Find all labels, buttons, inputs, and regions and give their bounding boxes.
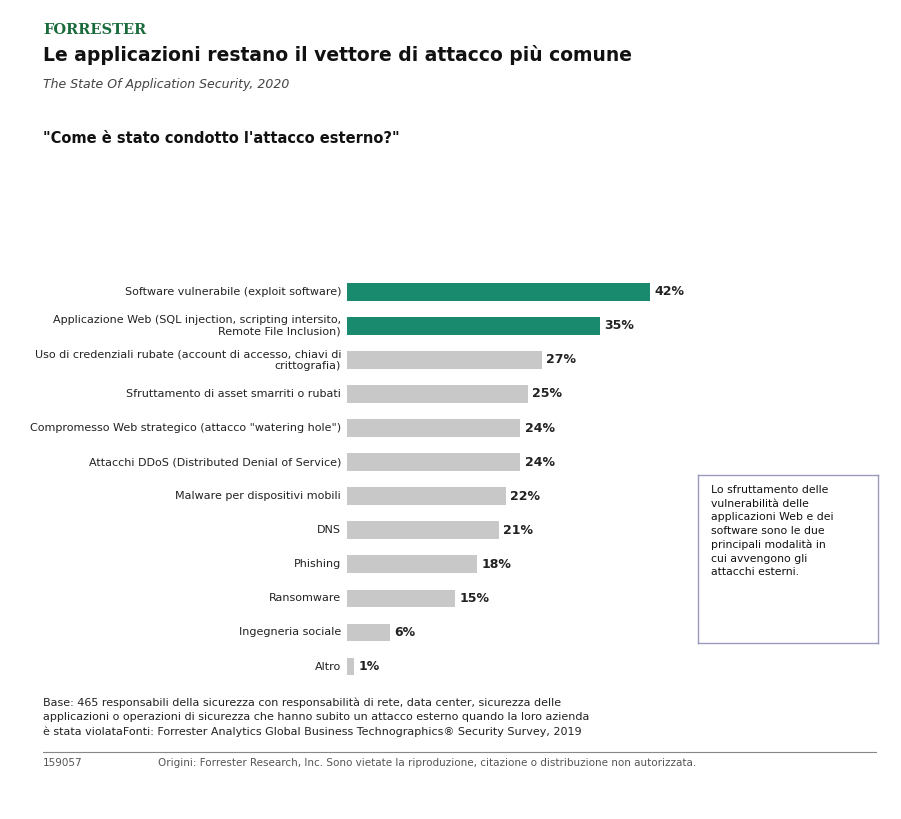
Text: 24%: 24% xyxy=(524,422,555,435)
Text: Le applicazioni restano il vettore di attacco più comune: Le applicazioni restano il vettore di at… xyxy=(43,45,633,65)
Text: The State Of Application Security, 2020: The State Of Application Security, 2020 xyxy=(43,78,289,91)
Text: Altro: Altro xyxy=(314,662,341,672)
Bar xyxy=(347,317,600,335)
Text: 6%: 6% xyxy=(395,626,415,639)
Text: 1%: 1% xyxy=(359,660,379,673)
Bar xyxy=(347,590,455,607)
Text: Ransomware: Ransomware xyxy=(269,593,341,604)
Bar xyxy=(347,487,505,505)
Text: 159057: 159057 xyxy=(43,758,83,768)
Bar xyxy=(347,419,521,437)
Text: 42%: 42% xyxy=(655,285,685,298)
Bar xyxy=(347,623,390,641)
Text: Base: 465 responsabili della sicurezza con responsabilità di rete, data center, : Base: 465 responsabili della sicurezza c… xyxy=(43,698,589,737)
Text: 25%: 25% xyxy=(532,387,562,400)
Text: 22%: 22% xyxy=(510,490,541,503)
Text: Origini: Forrester Research, Inc. Sono vietate la riproduzione, citazione o dist: Origini: Forrester Research, Inc. Sono v… xyxy=(158,758,696,768)
Text: FORRESTER: FORRESTER xyxy=(43,23,147,37)
Bar xyxy=(347,522,498,539)
Bar xyxy=(347,351,542,369)
Text: 21%: 21% xyxy=(503,523,533,536)
Text: 35%: 35% xyxy=(605,319,634,333)
Bar xyxy=(347,555,477,573)
Text: 27%: 27% xyxy=(546,353,577,366)
Text: Applicazione Web (SQL injection, scripting intersito,
Remote File Inclusion): Applicazione Web (SQL injection, scripti… xyxy=(53,315,341,337)
Bar xyxy=(347,658,354,676)
Text: Attacchi DDoS (Distributed Denial of Service): Attacchi DDoS (Distributed Denial of Ser… xyxy=(88,457,341,467)
Text: Lo sfruttamento delle
vulnerabilità delle
applicazioni Web e dei
software sono l: Lo sfruttamento delle vulnerabilità dell… xyxy=(711,485,833,577)
Text: Compromesso Web strategico (attacco "watering hole"): Compromesso Web strategico (attacco "wat… xyxy=(30,423,341,433)
Text: 24%: 24% xyxy=(524,455,555,468)
Text: 18%: 18% xyxy=(481,558,511,571)
Text: "Come è stato condotto l'attacco esterno?": "Come è stato condotto l'attacco esterno… xyxy=(43,131,400,146)
Text: Phishing: Phishing xyxy=(294,559,341,569)
Bar xyxy=(347,385,528,403)
Text: Software vulnerabile (exploit software): Software vulnerabile (exploit software) xyxy=(124,287,341,296)
Text: Ingegneria sociale: Ingegneria sociale xyxy=(239,627,341,637)
Text: Sfruttamento di asset smarriti o rubati: Sfruttamento di asset smarriti o rubati xyxy=(126,389,341,399)
Text: Uso di credenziali rubate (account di accesso, chiavi di
crittografia): Uso di credenziali rubate (account di ac… xyxy=(34,349,341,371)
Text: DNS: DNS xyxy=(317,525,341,536)
Bar xyxy=(347,283,651,301)
Bar xyxy=(347,453,521,471)
Text: 15%: 15% xyxy=(460,592,489,605)
Text: Malware per dispositivi mobili: Malware per dispositivi mobili xyxy=(176,491,341,501)
